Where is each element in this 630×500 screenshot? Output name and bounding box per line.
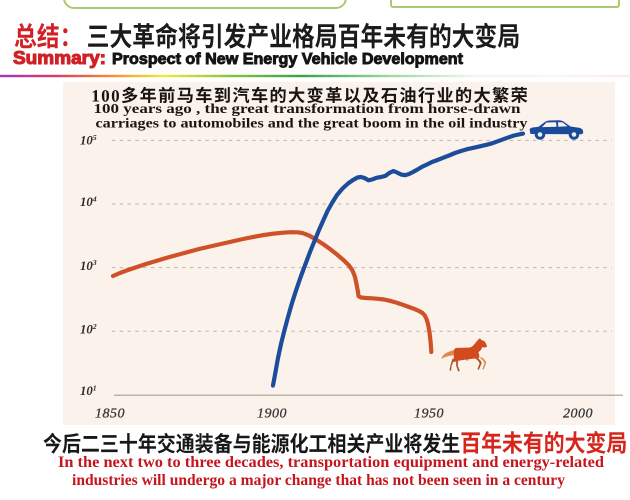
svg-text:105: 105 — [80, 133, 97, 148]
svg-text:Summary:: Summary: — [13, 47, 106, 68]
svg-text:103: 103 — [80, 258, 97, 273]
svg-text:100 years ago , the great tran: 100 years ago , the great transformation… — [94, 101, 522, 116]
svg-text:Prospect of New Energy Vehicle: Prospect of New Energy Vehicle Developme… — [112, 51, 463, 68]
svg-text:In the next two to three decad: In the next two to three decades, transp… — [58, 454, 604, 471]
svg-text:1950: 1950 — [414, 407, 444, 422]
svg-text:104: 104 — [80, 195, 97, 210]
svg-text:1900: 1900 — [257, 407, 287, 422]
svg-text:1850: 1850 — [95, 407, 125, 422]
svg-text:2000: 2000 — [563, 407, 593, 422]
svg-text:industries will undergo a majo: industries will undergo a major change t… — [72, 472, 565, 489]
svg-text:carriages to automobiles and t: carriages to automobiles and the great b… — [96, 115, 528, 130]
svg-text:101: 101 — [80, 383, 97, 398]
svg-text:102: 102 — [80, 322, 97, 337]
